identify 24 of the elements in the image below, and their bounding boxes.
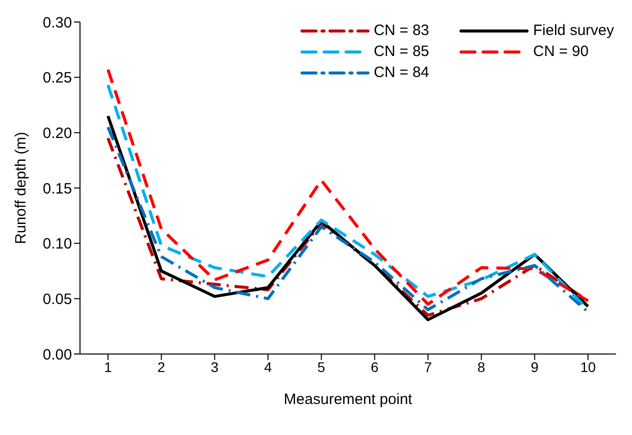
y-tick-label: 0.20 — [42, 124, 72, 142]
y-tick-label: 0.25 — [42, 70, 72, 87]
x-tick-label: 4 — [264, 358, 272, 375]
y-axis-title: Runoff depth (m) — [12, 132, 30, 244]
x-tick-label: 3 — [210, 358, 219, 375]
legend-label: CN = 83 — [374, 22, 430, 39]
y-tick-label: 0.05 — [42, 290, 72, 308]
legend-label: CN = 85 — [374, 43, 430, 60]
x-tick-label: 5 — [317, 358, 326, 375]
y-tick-label: 0.30 — [42, 14, 72, 32]
y-tick-label: 0.15 — [42, 180, 72, 198]
x-tick-label: 7 — [424, 358, 432, 375]
legend-label: CN = 90 — [533, 43, 589, 60]
x-tick-label: 9 — [530, 358, 539, 375]
x-tick-label: 2 — [157, 358, 166, 375]
x-tick-label: 1 — [104, 358, 112, 375]
x-tick-label: 8 — [477, 358, 486, 375]
y-tick-label: 0.10 — [42, 236, 72, 253]
x-axis-title: Measurement point — [284, 391, 414, 408]
legend-label: CN = 84 — [374, 64, 430, 81]
y-tick-label: 0.00 — [42, 346, 72, 364]
x-tick-label: 6 — [370, 358, 379, 375]
x-tick-label: 10 — [580, 358, 596, 375]
legend-label: Field survey — [533, 22, 614, 39]
